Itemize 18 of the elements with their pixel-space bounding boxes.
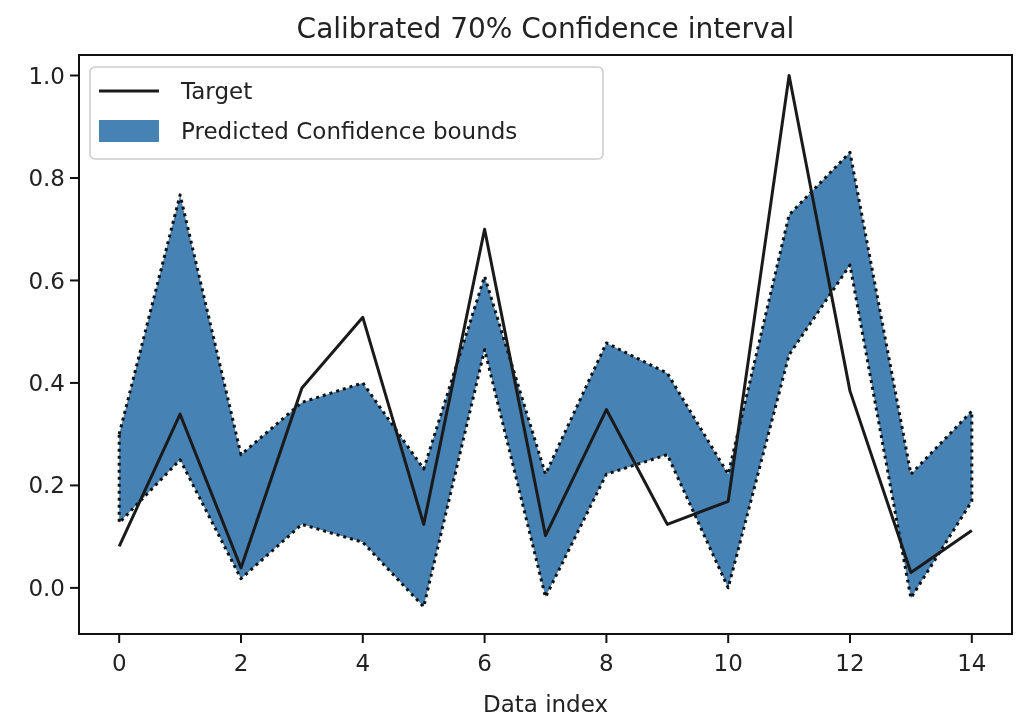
y-tick-label: 0.4 bbox=[28, 369, 65, 396]
x-tick-label: 8 bbox=[599, 650, 614, 676]
x-tick-label: 2 bbox=[233, 650, 249, 676]
x-tick-label: 4 bbox=[355, 650, 371, 676]
y-tick-label: 0.0 bbox=[28, 574, 65, 601]
x-tick-label: 12 bbox=[835, 650, 865, 676]
chart-title: Calibrated 70% Confidence interval bbox=[296, 12, 795, 45]
y-tick-label: 0.2 bbox=[28, 472, 65, 499]
legend-label: Target bbox=[180, 78, 253, 105]
y-tick-label: 0.8 bbox=[28, 165, 65, 192]
legend-label: Predicted Confidence bounds bbox=[181, 118, 518, 145]
y-tick-label: 0.6 bbox=[28, 267, 65, 294]
x-tick-label: 14 bbox=[957, 650, 987, 676]
x-axis-title: Data index bbox=[482, 691, 609, 717]
x-tick-label: 0 bbox=[111, 650, 127, 676]
y-tick-label: 1.0 bbox=[28, 62, 65, 89]
x-tick-label: 10 bbox=[713, 650, 743, 676]
x-tick-label: 6 bbox=[477, 650, 492, 676]
